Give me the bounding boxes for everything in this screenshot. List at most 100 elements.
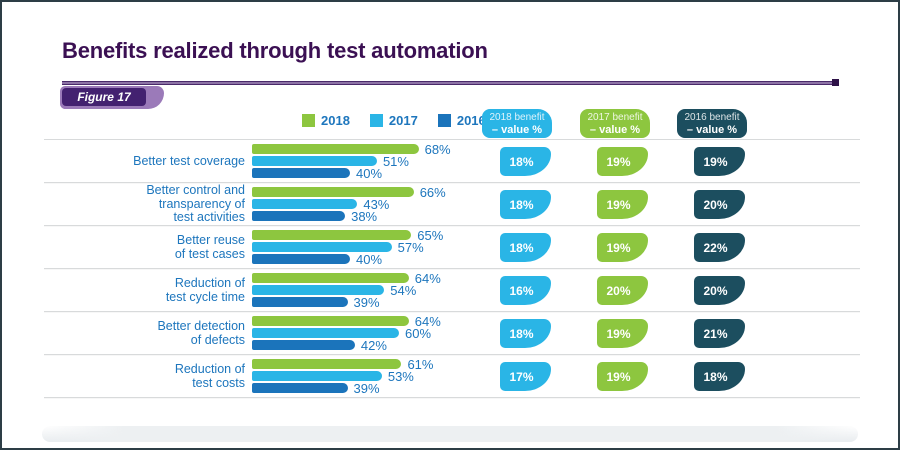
bar-line-2018: 64% bbox=[252, 313, 441, 329]
benefit-badge-2018: 16% bbox=[500, 276, 551, 305]
bar-group: 64% 60% 42% bbox=[252, 313, 441, 353]
bar-value-label-2018: 61% bbox=[407, 356, 434, 372]
bar-line-2018: 64% bbox=[252, 270, 441, 286]
bar-group: 61% 53% 39% bbox=[252, 356, 434, 396]
bar-line-2016: 40% bbox=[252, 165, 451, 181]
bar-2016 bbox=[252, 340, 355, 350]
bar-value-label-2016: 38% bbox=[351, 208, 378, 224]
title-divider-line bbox=[62, 81, 834, 85]
legend-item-2018: 2018 bbox=[302, 113, 350, 128]
benefit-badge-2017: 19% bbox=[597, 147, 648, 176]
bar-value-label-2016: 40% bbox=[356, 165, 383, 181]
benefit-badge-2018: 18% bbox=[500, 147, 551, 176]
chart-row: Better detection of defects 64% 60% 42% 18% 19… bbox=[44, 312, 860, 355]
chart-row: Better control and transparency of test ac… bbox=[44, 183, 860, 226]
chart-row: Better test coverage 68% 51% 40% 18% 19% 19% bbox=[44, 140, 860, 183]
column-header-line2: – value % bbox=[491, 123, 543, 136]
bar-2017 bbox=[252, 371, 382, 381]
benefit-badge-2017: 19% bbox=[597, 362, 648, 391]
bar-2018 bbox=[252, 144, 419, 154]
bar-2017 bbox=[252, 156, 377, 166]
bar-line-2018: 66% bbox=[252, 184, 446, 200]
chart-row: Reduction of test costs 61% 53% 39% 17% 19% 18% bbox=[44, 355, 860, 398]
chart-row: Better reuse of test cases 65% 57% 40% 18% 19%… bbox=[44, 226, 860, 269]
chart-rows: Better test coverage 68% 51% 40% 18% 19% 19% Be… bbox=[44, 139, 860, 398]
bar-value-label-2016: 40% bbox=[356, 251, 383, 267]
row-label: Better reuse of test cases bbox=[44, 226, 245, 269]
row-label-text: Better control and transparency of test ac… bbox=[146, 183, 245, 225]
divider-end-cap bbox=[832, 79, 839, 86]
bar-value-label-2016: 39% bbox=[353, 380, 380, 396]
benefit-badge-2017: 20% bbox=[597, 276, 648, 305]
bar-2016 bbox=[252, 254, 350, 264]
bar-2016 bbox=[252, 168, 350, 178]
bar-line-2016: 39% bbox=[252, 380, 433, 396]
bar-2016 bbox=[252, 211, 346, 221]
column-header-line2: – value % bbox=[686, 123, 738, 136]
bar-line-2018: 61% bbox=[252, 356, 434, 372]
benefit-badge-2017: 19% bbox=[597, 319, 648, 348]
bar-group: 65% 57% 40% bbox=[252, 228, 443, 267]
bar-value-label-2016: 39% bbox=[353, 294, 380, 310]
row-label: Reduction of test costs bbox=[44, 355, 245, 398]
bar-value-label-2017: 51% bbox=[382, 153, 409, 169]
bar-value-label-2018: 68% bbox=[424, 141, 451, 157]
row-label-text: Better reuse of test cases bbox=[174, 233, 245, 261]
figure-badge-label: Figure 17 bbox=[62, 88, 146, 106]
page-bottom-shadow bbox=[42, 426, 858, 442]
bar-line-2018: 65% bbox=[252, 228, 443, 243]
benefit-badge-2016: 22% bbox=[694, 233, 745, 262]
column-header-2017-benefit: 2017 benefit – value % bbox=[580, 109, 650, 138]
column-header-2016-benefit: 2016 benefit – value % bbox=[677, 109, 747, 138]
chart-legend: 2018 2017 2016 bbox=[302, 112, 486, 128]
row-label-text: Reduction of test cycle time bbox=[165, 276, 245, 304]
bar-value-label-2018: 64% bbox=[414, 270, 441, 286]
bar-value-label-2017: 43% bbox=[363, 196, 390, 212]
benefit-badge-2016: 19% bbox=[694, 147, 745, 176]
bar-value-label-2017: 57% bbox=[397, 239, 424, 255]
bar-value-label-2017: 60% bbox=[405, 325, 432, 341]
bar-line-2018: 68% bbox=[252, 141, 451, 157]
bar-2017 bbox=[252, 285, 385, 295]
bar-value-label-2018: 66% bbox=[419, 184, 446, 200]
bar-value-label-2017: 53% bbox=[387, 368, 414, 384]
bar-2016 bbox=[252, 383, 348, 393]
bar-line-2016: 38% bbox=[252, 208, 446, 224]
bar-line-2016: 42% bbox=[252, 338, 441, 353]
legend-swatch-2017 bbox=[369, 113, 383, 127]
bar-2016 bbox=[252, 297, 348, 307]
benefit-badge-2017: 19% bbox=[597, 233, 648, 262]
bar-2018 bbox=[252, 230, 412, 240]
row-label: Better detection of defects bbox=[44, 312, 245, 355]
benefit-badge-2018: 18% bbox=[500, 233, 551, 262]
legend-label: 2018 bbox=[321, 112, 350, 128]
legend-item-2016: 2016 bbox=[437, 113, 486, 128]
row-label: Reduction of test cycle time bbox=[44, 269, 245, 312]
page-title: Benefits realized through test automatio… bbox=[62, 38, 488, 63]
bar-line-2016: 39% bbox=[252, 294, 441, 310]
benefit-badge-2016: 20% bbox=[694, 190, 745, 219]
bar-line-2016: 40% bbox=[252, 251, 443, 267]
benefit-badge-2018: 17% bbox=[500, 362, 551, 391]
bar-2018 bbox=[252, 359, 402, 369]
benefit-badge-2018: 18% bbox=[500, 319, 551, 348]
benefit-badge-2017: 19% bbox=[597, 190, 648, 219]
bar-group: 68% 51% 40% bbox=[252, 141, 451, 181]
bar-line-2017: 53% bbox=[252, 368, 433, 384]
bar-line-2017: 54% bbox=[252, 282, 441, 298]
bar-2018 bbox=[252, 316, 409, 326]
bar-2017 bbox=[252, 242, 392, 252]
bar-2018 bbox=[252, 187, 414, 197]
column-header-line2: – value % bbox=[589, 123, 641, 136]
row-label: Better control and transparency of test ac… bbox=[44, 183, 245, 226]
bar-value-label-2017: 54% bbox=[390, 282, 417, 298]
bar-value-label-2018: 64% bbox=[414, 313, 441, 329]
figure-badge: Figure 17 bbox=[60, 86, 164, 109]
row-label: Better test coverage bbox=[44, 140, 245, 183]
benefit-badge-2016: 18% bbox=[694, 362, 745, 391]
column-header-line1: 2018 benefit bbox=[489, 111, 545, 123]
bar-group: 66% 43% 38% bbox=[252, 184, 446, 224]
row-label-text: Reduction of test costs bbox=[174, 362, 245, 390]
benefit-badge-2016: 20% bbox=[694, 276, 745, 305]
